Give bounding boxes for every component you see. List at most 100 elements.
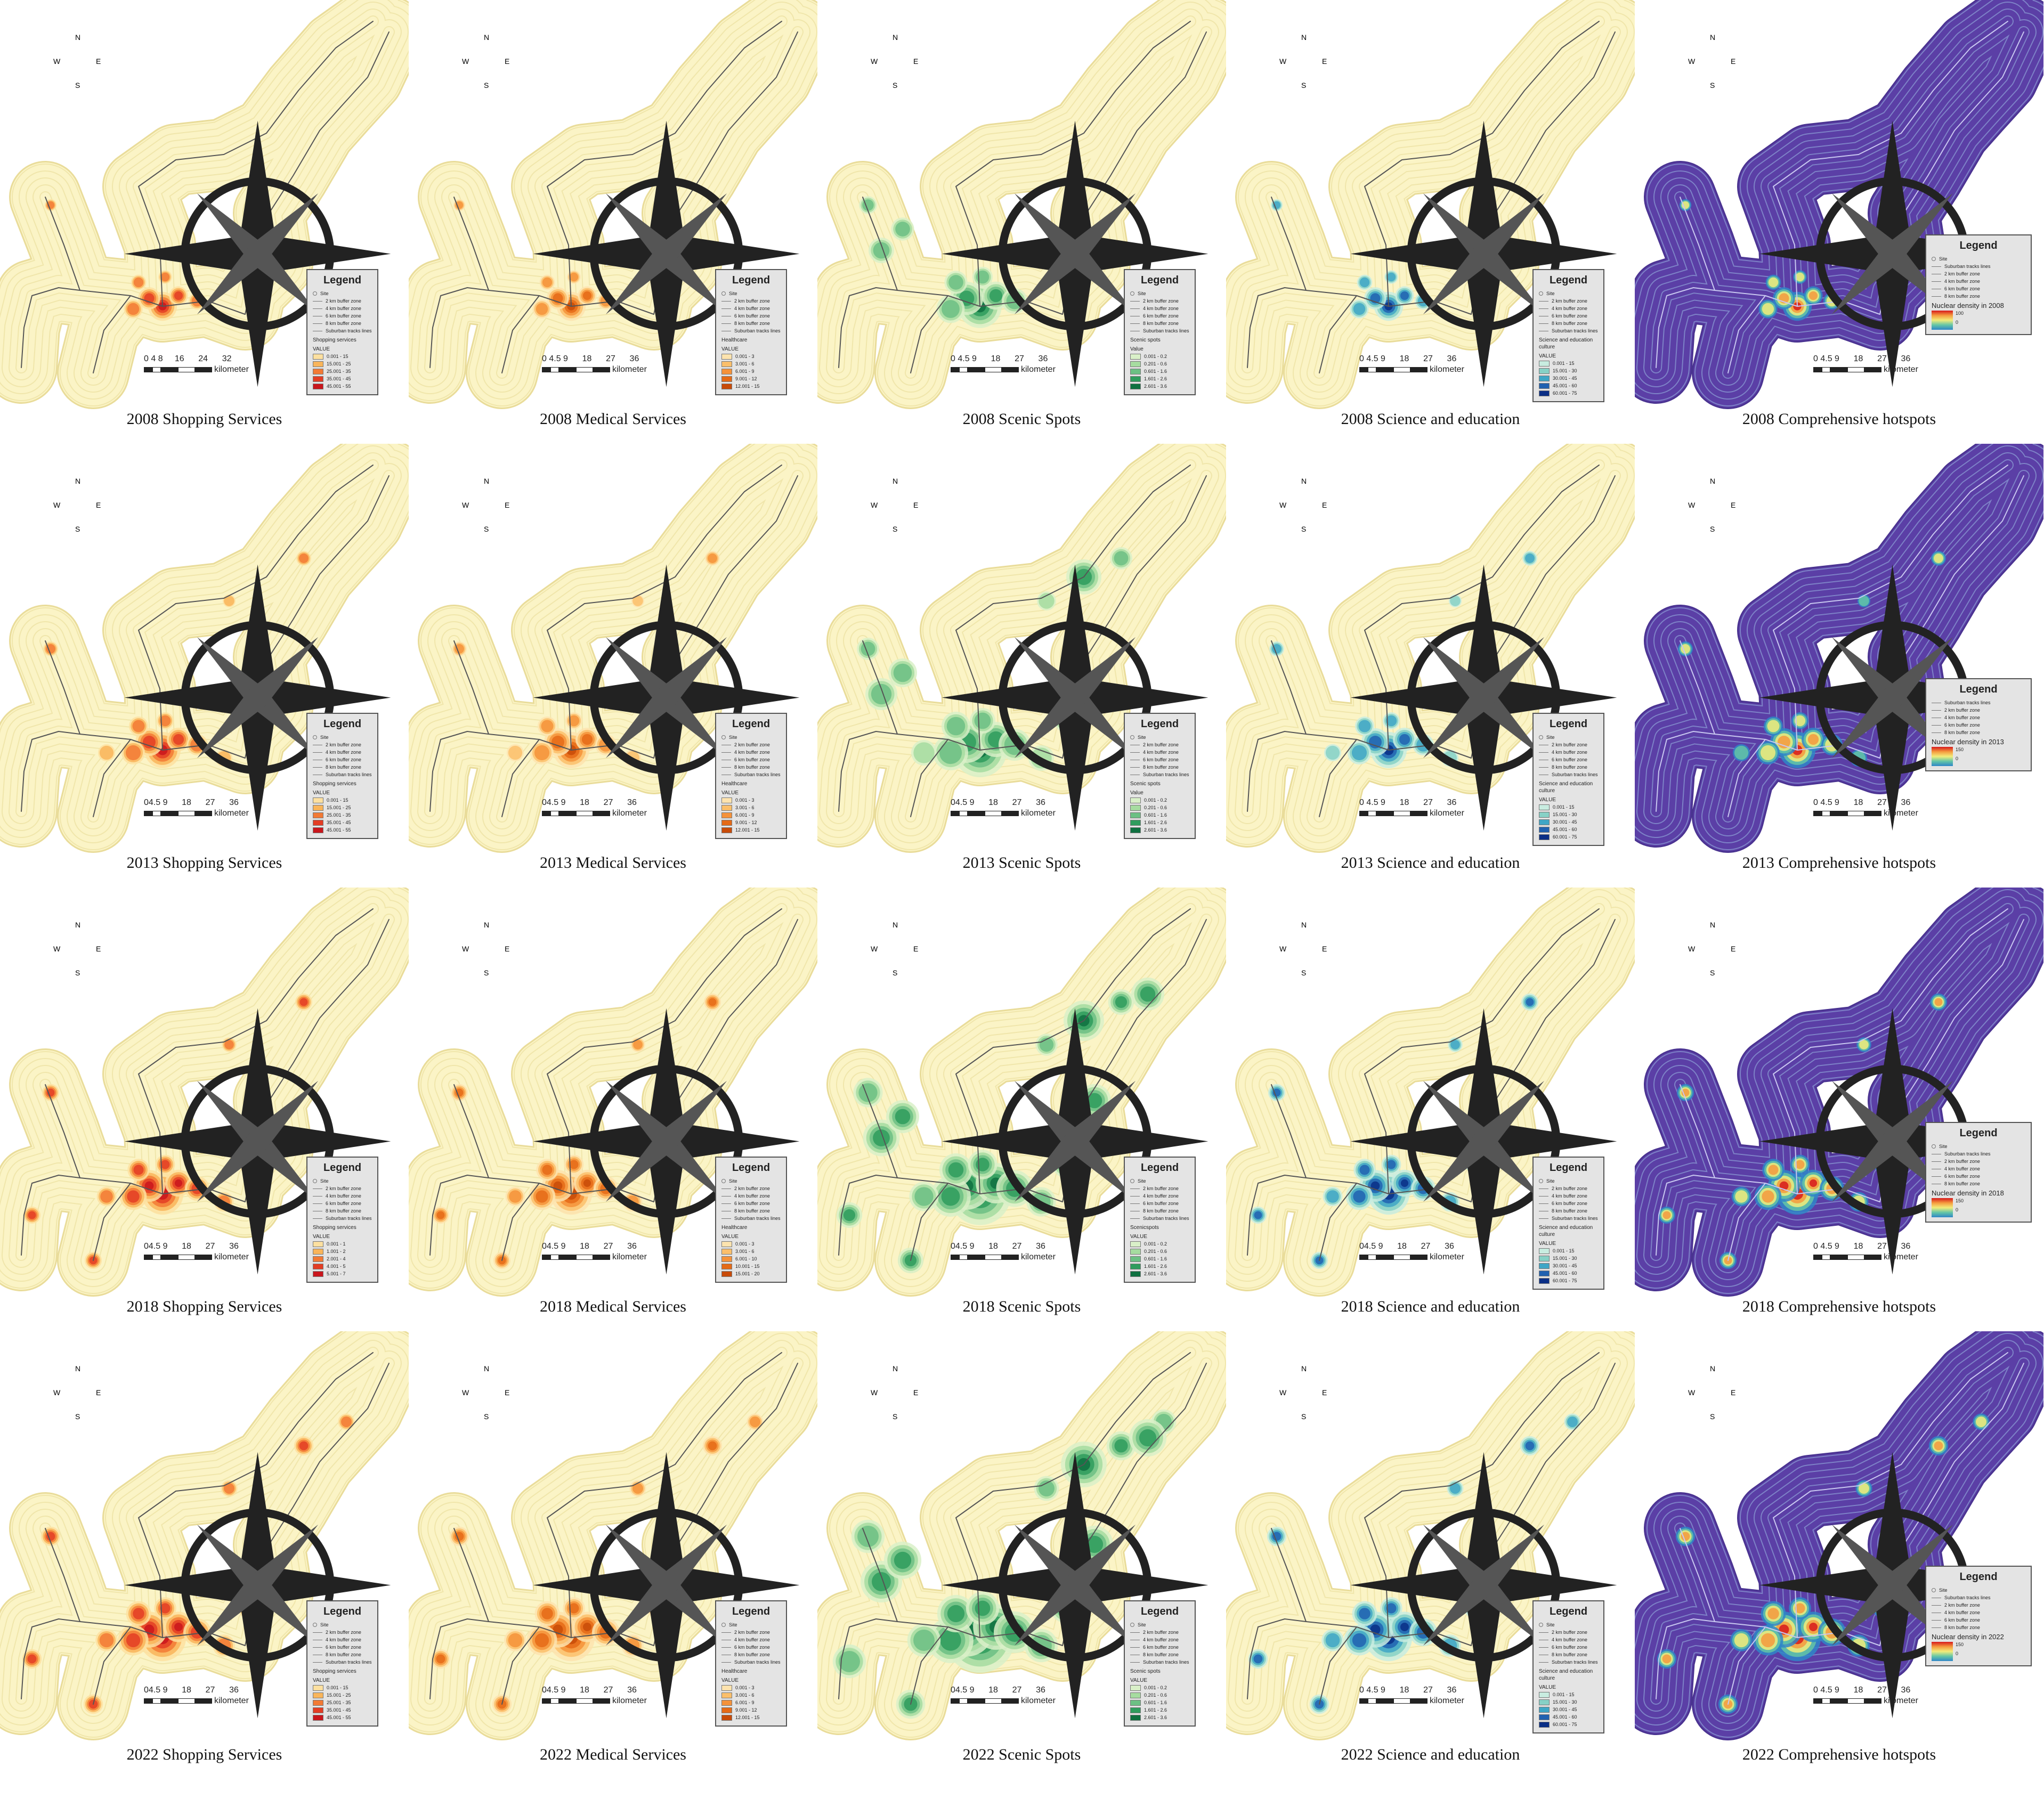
scale-segment	[1847, 1698, 1864, 1704]
panel-caption: 2013 Shopping Services	[126, 854, 282, 872]
legend-class: 15.001 - 25	[313, 804, 372, 811]
compass-label-n: N	[75, 921, 81, 929]
north-arrow-compass-icon: N S W E	[53, 32, 391, 387]
legend-entry: 2 km buffer zone	[313, 1629, 372, 1636]
hotspot-2-level-3	[173, 734, 184, 745]
compass-label-s: S	[1710, 81, 1715, 89]
hotspot-7-level-2	[1735, 1190, 1748, 1203]
scale-tick-labels: 0 4.5 9 18 27 36	[1359, 1686, 1457, 1695]
scale-segment	[152, 811, 161, 816]
compass-label-s: S	[75, 968, 80, 977]
scale-segment	[195, 1255, 212, 1260]
legend-class: 0.601 - 1.6	[1130, 1255, 1189, 1263]
legend-class: 0.001 - 15	[313, 353, 372, 360]
legend-entry: 2 km buffer zone	[721, 1629, 781, 1636]
hotspot-5-level-2	[132, 720, 145, 732]
panel-comp-2018: N S W E Legend Site Suburban tracks lines 2 km …	[1635, 888, 2043, 1331]
legend-class: 6.001 - 9	[721, 1699, 781, 1706]
legend-title: Legend	[1549, 1162, 1588, 1174]
panel-caption: 2008 Science and education	[1341, 410, 1520, 428]
scale-segment	[1813, 811, 1822, 816]
legend-class: 0.001 - 3	[721, 1240, 781, 1248]
legend-entry: 2 km buffer zone	[313, 1185, 372, 1192]
hotspot-18-level-3	[894, 1551, 912, 1569]
legend-entry: 6 km buffer zone	[1130, 756, 1189, 763]
legend-entry: Site	[721, 290, 781, 297]
legend-class: 25.001 - 35	[313, 811, 372, 819]
hotspot-3-level-3	[127, 1190, 140, 1203]
map-legend: Legend Site 2 km buffer zone 4 km buffer zo…	[1124, 713, 1196, 839]
compass-label-w: W	[871, 945, 878, 953]
compass-label-e: E	[96, 501, 101, 509]
hotspot-3-level-3	[536, 1190, 548, 1203]
scale-unit: kilometer	[1021, 365, 1056, 374]
scale-segment	[144, 367, 152, 372]
scale-segment	[959, 1698, 968, 1704]
scale-unit: kilometer	[1884, 1696, 1918, 1705]
legend-value-label: VALUE	[721, 1678, 739, 1683]
hotspot-16-level-2	[750, 1417, 760, 1427]
legend-field-name: Healthcare	[721, 781, 748, 787]
hotspot-2-level-3	[1807, 734, 1819, 745]
compass-label-s: S	[1301, 81, 1307, 89]
map-legend: Legend Site 2 km buffer zone 4 km buffer zo…	[1532, 713, 1604, 846]
hotspot-19-level-3	[1086, 1093, 1102, 1109]
scale-tick-labels: 0 4.5 9 18 27 36	[1359, 798, 1457, 807]
legend-entry: 4 km buffer zone	[721, 1192, 781, 1200]
legend-class: 15.001 - 30	[1539, 367, 1598, 375]
hotspot-6-level-2	[568, 715, 580, 727]
scale-segment	[985, 811, 1002, 816]
compass-label-w: W	[53, 1388, 61, 1397]
hotspot-9-level-3	[1681, 1532, 1690, 1541]
legend-entry: 2 km buffer zone	[313, 741, 372, 748]
legend-color-ramp: 100 0	[1932, 309, 2025, 330]
legend-entry: 4 km buffer zone	[1932, 1609, 2025, 1616]
north-arrow-compass-icon: N S W E	[871, 919, 1208, 1275]
legend-entry: 2 km buffer zone	[1539, 741, 1598, 748]
hotspot-9-level-3	[455, 1532, 464, 1541]
legend-entry: Suburban tracks lines	[721, 1215, 781, 1222]
hotspot-3-level-2	[534, 745, 550, 761]
legend-entry: 4 km buffer zone	[721, 1636, 781, 1643]
legend-class: 1.601 - 2.6	[1130, 1706, 1189, 1714]
legend-entry: 8 km buffer zone	[721, 320, 781, 327]
scale-segment	[195, 1698, 212, 1704]
legend-entry: 8 km buffer zone	[1130, 1651, 1189, 1658]
hotspot-11-level-2	[1450, 1483, 1461, 1494]
legend-class: 60.001 - 75	[1539, 833, 1598, 841]
hotspot-1-level-3	[1778, 736, 1790, 748]
legend-entry: 4 km buffer zone	[1932, 714, 2025, 721]
scale-segment	[1393, 367, 1410, 372]
compass-label-e: E	[505, 945, 510, 953]
hotspot-6-level-2	[1386, 272, 1396, 282]
compass-label-s: S	[484, 81, 489, 89]
hotspot-14-level-3	[436, 1654, 445, 1664]
hotspot-14-level-2	[893, 663, 912, 682]
north-arrow-compass-icon: N S W E	[462, 476, 800, 831]
north-arrow-compass-icon: N S W E	[462, 1363, 800, 1719]
hotspot-16-level-3	[873, 1129, 890, 1146]
legend-entry: Suburban tracks lines	[1932, 1594, 2025, 1601]
compass-label-s: S	[893, 81, 898, 89]
legend-title: Legend	[323, 1606, 362, 1617]
legend-value-label: VALUE	[1539, 1684, 1556, 1690]
scale-segment	[1822, 1255, 1830, 1260]
hotspot-10-level-3	[1115, 996, 1128, 1008]
legend-class: 25.001 - 35	[313, 368, 372, 375]
scale-segment	[1813, 367, 1822, 372]
legend-title: Legend	[1140, 1162, 1179, 1174]
compass-label-e: E	[505, 57, 510, 66]
north-arrow-compass-icon: N S W E	[53, 476, 391, 831]
hotspot-1-level-4	[1779, 1181, 1789, 1191]
hotspot-7-level-2	[1326, 1190, 1339, 1203]
legend-class: 35.001 - 45	[313, 1706, 372, 1714]
legend-entry: 6 km buffer zone	[313, 1200, 372, 1207]
legend-entry: 8 km buffer zone	[1539, 320, 1598, 327]
scale-unit: kilometer	[1884, 809, 1918, 818]
legend-entry: Suburban tracks lines	[1539, 1215, 1598, 1222]
scale-segment	[1830, 367, 1847, 372]
panel-comp-2008: N S W E Legend Site Suburban tracks lines 2 km …	[1635, 0, 2043, 444]
legend-value-label: Value	[1130, 790, 1143, 796]
legend-entry: 6 km buffer zone	[1932, 285, 2025, 292]
legend-class: 45.001 - 55	[313, 382, 372, 390]
